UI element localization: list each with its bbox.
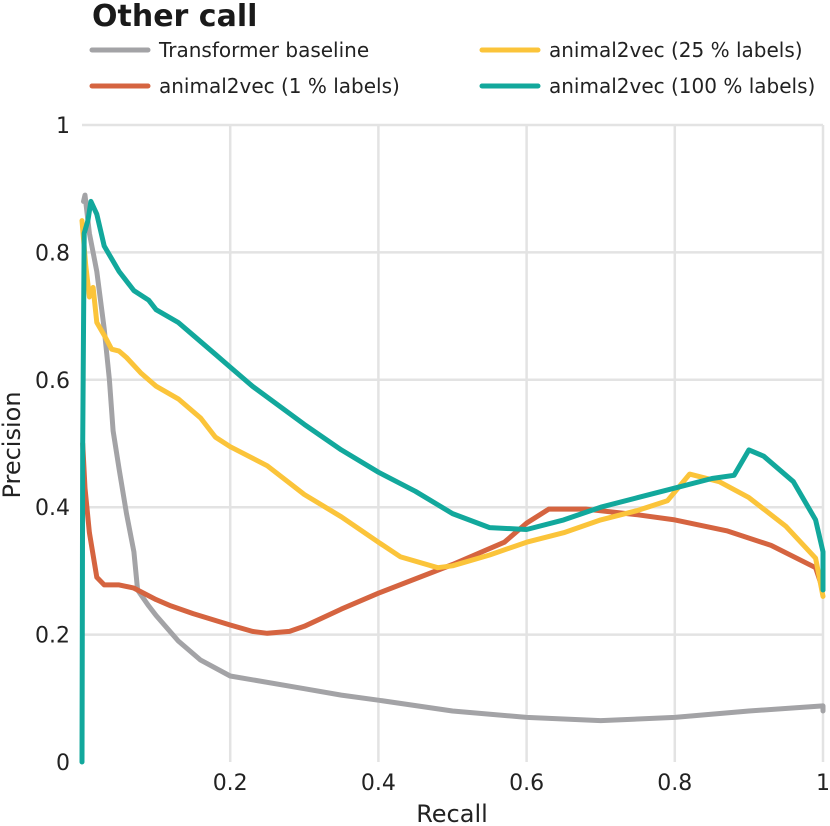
y-tick-label: 0.2	[35, 624, 70, 649]
legend: Transformer baseline animal2vec (1 % labe…	[89, 38, 815, 98]
chart-title: Other call	[92, 0, 257, 34]
series-layer	[79, 192, 826, 765]
y-axis-label: Precision	[0, 391, 26, 498]
x-tick-label: 1	[816, 771, 830, 796]
series-line-1	[80, 441, 826, 636]
x-tick-label: 0.4	[361, 771, 396, 796]
x-tick-label: 0.2	[213, 771, 248, 796]
tick-labels: 0.2 0.4 0.6 0.8 1 0 0.2 0.4 0.6 0.8 1	[35, 114, 830, 796]
legend-label: animal2vec (25 % labels)	[549, 38, 803, 62]
y-tick-label: 0	[56, 751, 70, 776]
x-tick-label: 0.6	[509, 771, 544, 796]
y-tick-label: 0.6	[35, 369, 70, 394]
y-tick-label: 0.8	[35, 241, 70, 266]
series-line-0	[81, 192, 826, 724]
legend-label: Transformer baseline	[158, 38, 369, 62]
series-line-2	[79, 218, 826, 599]
y-tick-label: 0.4	[35, 496, 70, 521]
y-tick-label: 1	[56, 114, 70, 139]
series-line-3	[79, 198, 826, 765]
x-tick-label: 0.8	[657, 771, 692, 796]
grid	[82, 123, 825, 762]
x-axis-label: Recall	[416, 800, 488, 826]
legend-label: animal2vec (1 % labels)	[159, 74, 400, 98]
legend-label: animal2vec (100 % labels)	[549, 74, 815, 98]
